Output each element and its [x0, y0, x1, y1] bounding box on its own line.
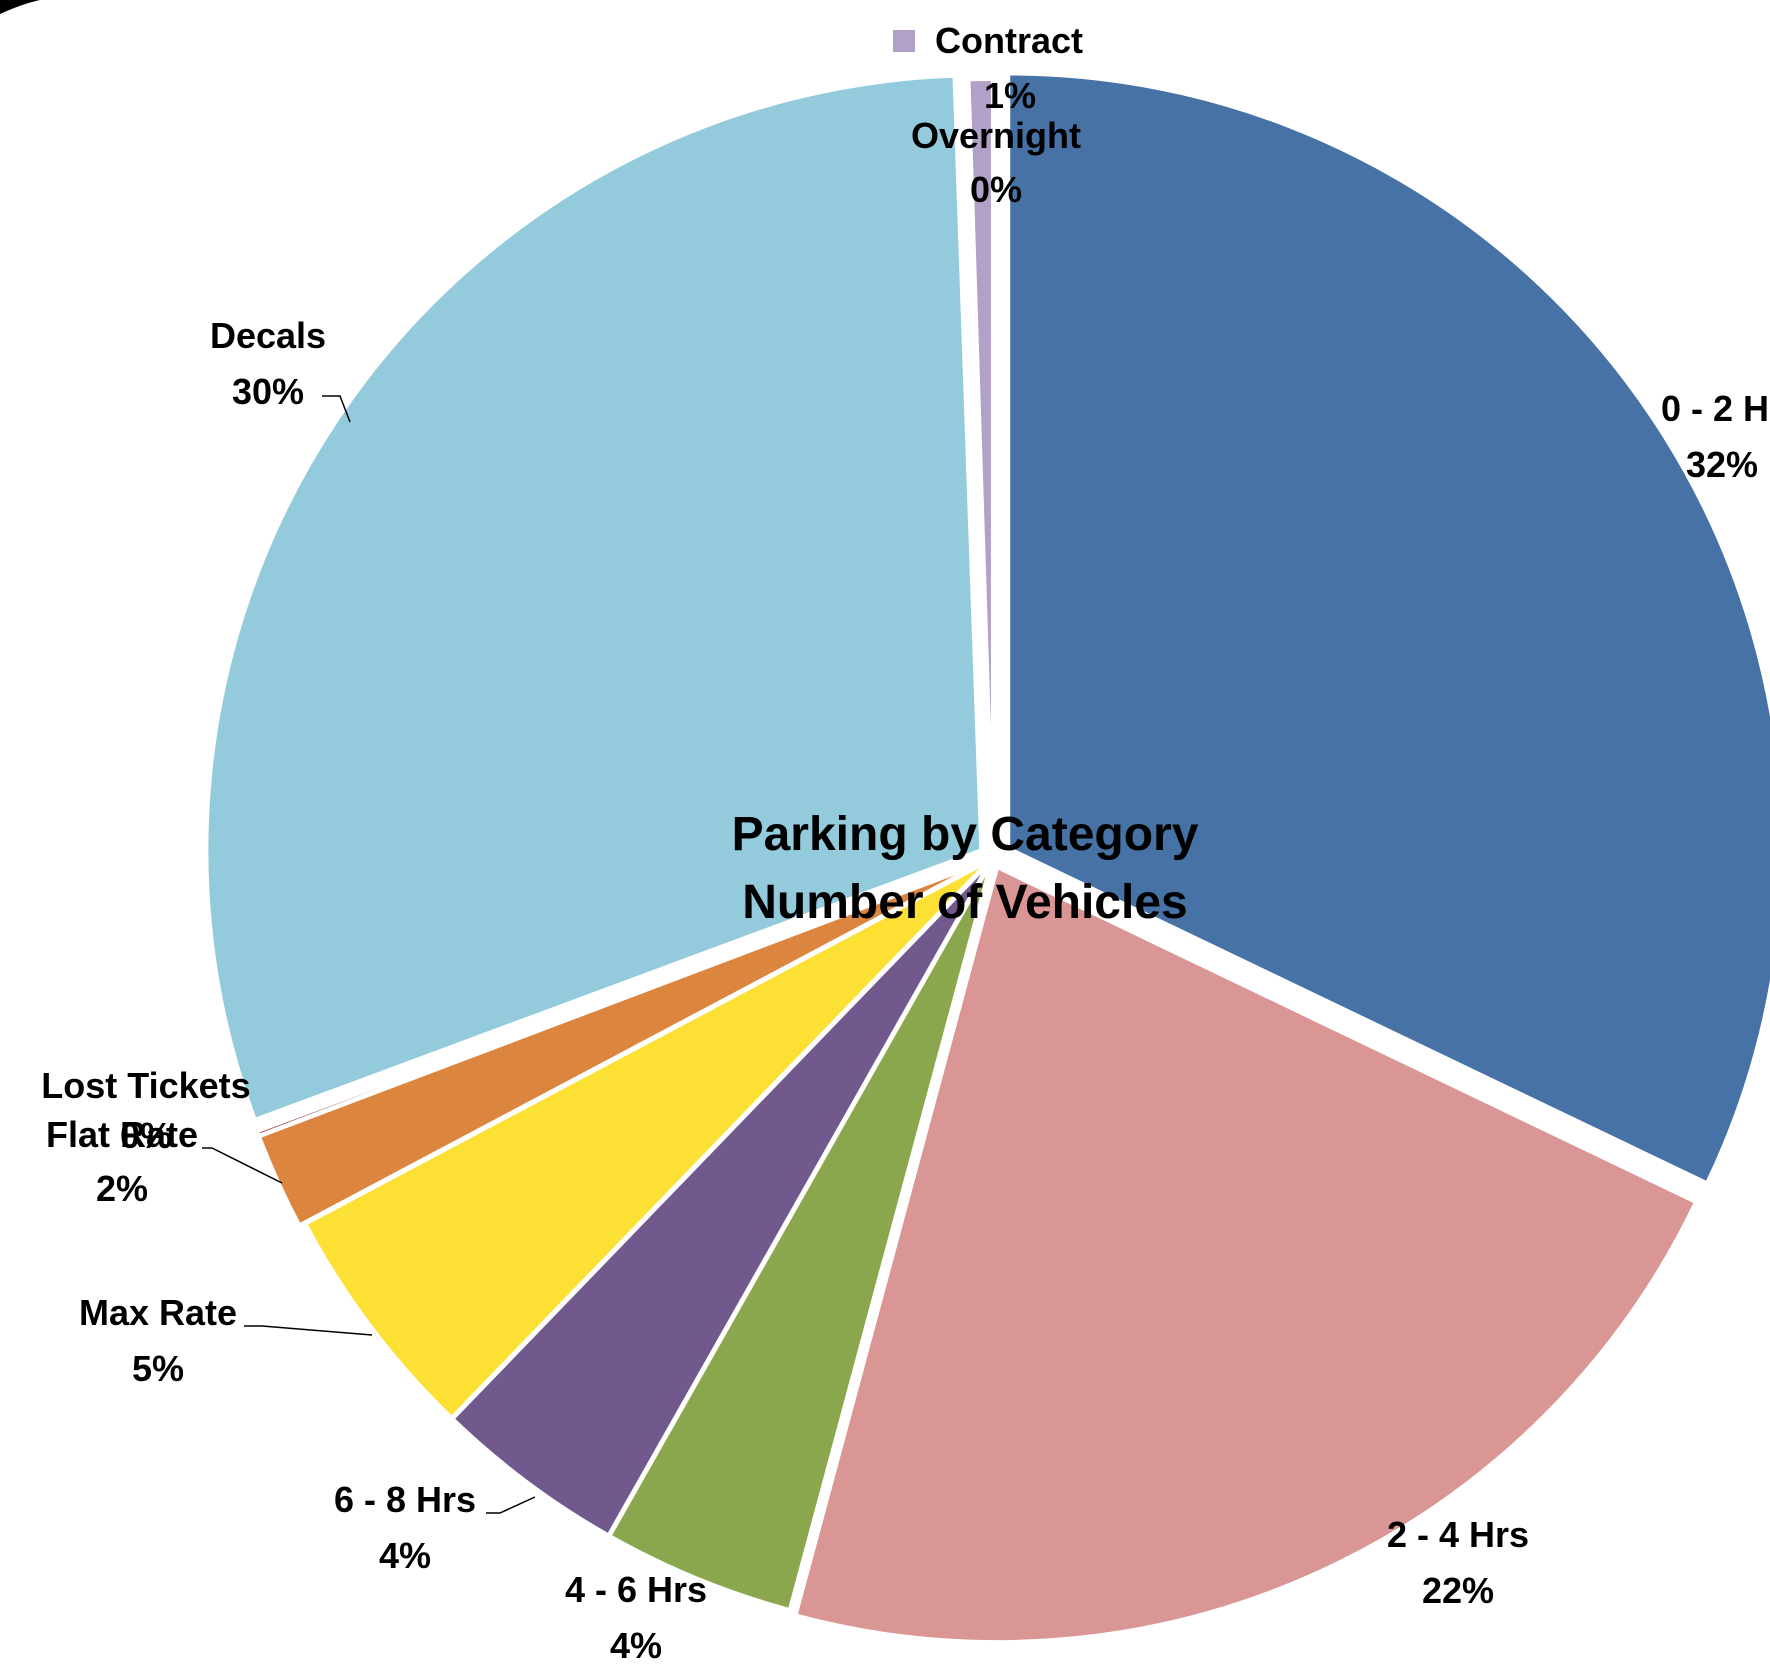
corner-decoration — [0, 0, 40, 14]
pie-slices — [204, 71, 1770, 1645]
slice-percent-4-6-hrs: 4% — [610, 1625, 662, 1666]
slice-name-6-8-hrs: 6 - 8 Hrs — [334, 1479, 476, 1520]
legend-swatch-contract — [893, 30, 915, 52]
slice-percent-contract: 1% — [984, 75, 1036, 116]
slice-name-2-4-hrs: 2 - 4 Hrs — [1387, 1514, 1529, 1555]
slice-percent-2-4-hrs: 22% — [1422, 1570, 1494, 1611]
slice-labels: 0 - 2 Hr 32% 2 - 4 Hrs 22% 4 - 6 Hrs 4% 6 - 8 … — [41, 75, 1770, 1666]
leader-line-max-rate — [244, 1325, 373, 1336]
pie-slice-lost-tickets — [255, 859, 986, 1138]
pie-slice-6-8-hrs — [450, 859, 993, 1538]
chart-subtitle: Number of Vehicles — [742, 876, 1187, 929]
slice-name-decals: Decals — [210, 315, 326, 356]
pie-slice-max-rate — [303, 858, 992, 1421]
slice-percent-flat-rate: 2% — [96, 1168, 148, 1209]
pie-slice-decals — [204, 73, 984, 1122]
leader-line-flat-rate — [202, 1147, 283, 1184]
leader-line-decals — [322, 395, 351, 423]
slice-name-max-rate: Max Rate — [79, 1292, 237, 1333]
pie-slice-0-2-hr — [1006, 71, 1770, 1186]
slice-percent-6-8-hrs: 4% — [379, 1535, 431, 1576]
leader-lines — [202, 395, 536, 1514]
leader-line-6-8-hrs — [486, 1496, 536, 1514]
legend: Contract — [893, 20, 1083, 61]
slice-percent-overnight: 0% — [970, 169, 1022, 210]
slice-name-0-2-hr: 0 - 2 Hr — [1661, 388, 1770, 429]
slice-name-4-6-hrs: 4 - 6 Hrs — [565, 1569, 707, 1610]
slice-percent-max-rate: 5% — [132, 1348, 184, 1389]
slice-percent-lost-tickets: 0% — [120, 1115, 172, 1156]
slice-percent-decals: 30% — [232, 371, 304, 412]
slice-percent-0-2-hr: 32% — [1686, 444, 1758, 485]
pie-slice-contract — [966, 77, 995, 856]
pie-slice-4-6-hrs — [607, 859, 994, 1612]
legend-label-contract: Contract — [935, 20, 1083, 61]
slice-name-flat-rate: Flat Rate — [46, 1114, 198, 1155]
pie-slice-2-4-hrs — [793, 865, 1699, 1645]
chart-title: Parking by Category — [732, 808, 1199, 861]
slice-name-lost-tickets: Lost Tickets — [41, 1065, 250, 1106]
slice-name-overnight: Overnight — [911, 115, 1081, 156]
